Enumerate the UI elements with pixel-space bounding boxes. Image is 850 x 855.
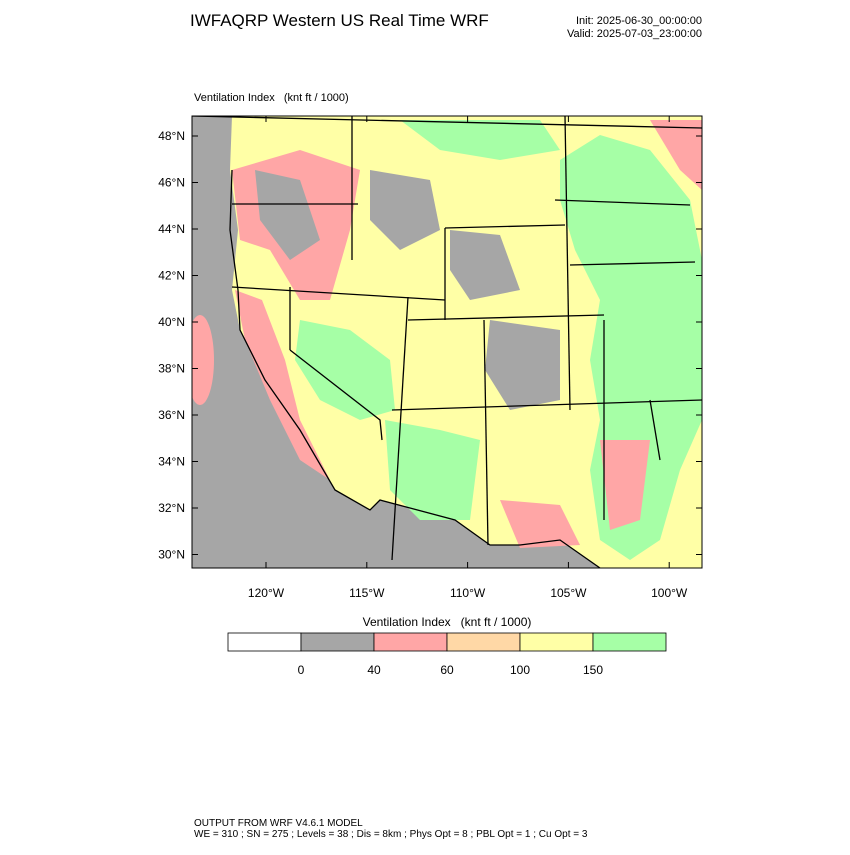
legend-swatch [300, 632, 375, 652]
lat-label: 48°N [158, 129, 185, 143]
map [192, 116, 702, 568]
field-patch [485, 320, 560, 410]
legend-label: 150 [583, 663, 603, 677]
field-patch [295, 320, 395, 420]
legend-label: 100 [510, 663, 530, 677]
legend-swatch [227, 632, 302, 652]
footer-line: WE = 310 ; SN = 275 ; Levels = 38 ; Dis … [194, 829, 588, 840]
field-patch [650, 120, 702, 190]
legend-label: 40 [367, 663, 381, 677]
title: IWFAQRP Western US Real Time WRF [190, 11, 489, 30]
legend-swatch [592, 632, 667, 652]
legend-label: 0 [298, 663, 305, 677]
lat-label: 46°N [158, 176, 185, 190]
field-patch [600, 440, 650, 530]
lat-label: 36°N [158, 408, 185, 422]
init-time: Init: 2025-06-30_00:00:00 [576, 15, 702, 27]
lat-label: 34°N [158, 455, 185, 469]
field-patch [450, 230, 520, 300]
lon-label: 110°W [450, 586, 486, 600]
lon-label: 115°W [349, 586, 385, 600]
lat-label: 30°N [158, 548, 185, 562]
lat-label: 32°N [158, 501, 185, 515]
legend-swatch [446, 632, 521, 652]
lon-label: 105°W [550, 586, 587, 600]
state-borders [192, 116, 702, 568]
lat-label: 42°N [158, 269, 185, 283]
valid-time: Valid: 2025-07-03_23:00:00 [567, 28, 702, 40]
legend-label: 60 [440, 663, 454, 677]
lon-label: 100°W [651, 586, 688, 600]
legend-title: Ventilation Index (knt ft / 1000) [363, 615, 532, 629]
field-patch [255, 170, 320, 260]
map-frame [191, 115, 703, 569]
legend-swatch [519, 632, 594, 652]
field-patch [192, 315, 214, 405]
lat-label: 38°N [158, 362, 185, 376]
map-title: Ventilation Index (knt ft / 1000) [194, 92, 349, 104]
lat-label: 40°N [158, 315, 185, 329]
footer-line: OUTPUT FROM WRF V4.6.1 MODEL [194, 818, 363, 829]
field-patch [560, 135, 702, 560]
lon-label: 120°W [248, 586, 285, 600]
field-patch [385, 420, 480, 520]
field-patch [400, 120, 560, 160]
field-patch [235, 290, 330, 480]
legend-swatch [373, 632, 448, 652]
field-patch [500, 500, 580, 548]
lat-label: 44°N [158, 222, 185, 236]
field-patch [370, 170, 440, 250]
